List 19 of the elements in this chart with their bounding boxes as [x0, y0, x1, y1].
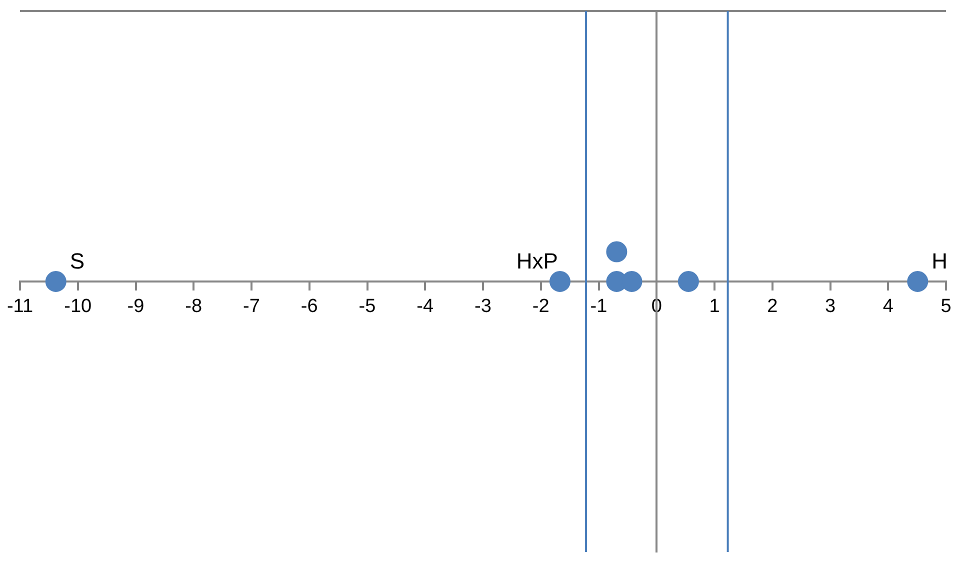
x-tick-label: -4 — [416, 296, 434, 318]
x-tick-label: -2 — [532, 296, 550, 318]
x-tick-label: -6 — [300, 296, 318, 318]
annotation: HxP — [516, 248, 558, 274]
x-tick-label: 4 — [882, 296, 894, 318]
x-tick-label: -7 — [243, 296, 260, 318]
x-tick-label: -1 — [590, 296, 608, 318]
x-tick-label: -5 — [358, 296, 376, 318]
x-tick-label: -10 — [64, 296, 92, 318]
x-tick-label: -11 — [6, 296, 34, 318]
x-tick-label: 3 — [824, 296, 836, 318]
x-tick-label: 2 — [767, 296, 778, 318]
annotation: H — [932, 248, 948, 274]
x-tick-label: -8 — [185, 296, 202, 318]
x-tick-label: 1 — [709, 296, 720, 318]
x-tick-label: -3 — [474, 296, 492, 318]
x-tick-label: 5 — [940, 296, 952, 318]
annotation: S — [70, 248, 85, 274]
x-tick-label: -9 — [127, 296, 144, 318]
